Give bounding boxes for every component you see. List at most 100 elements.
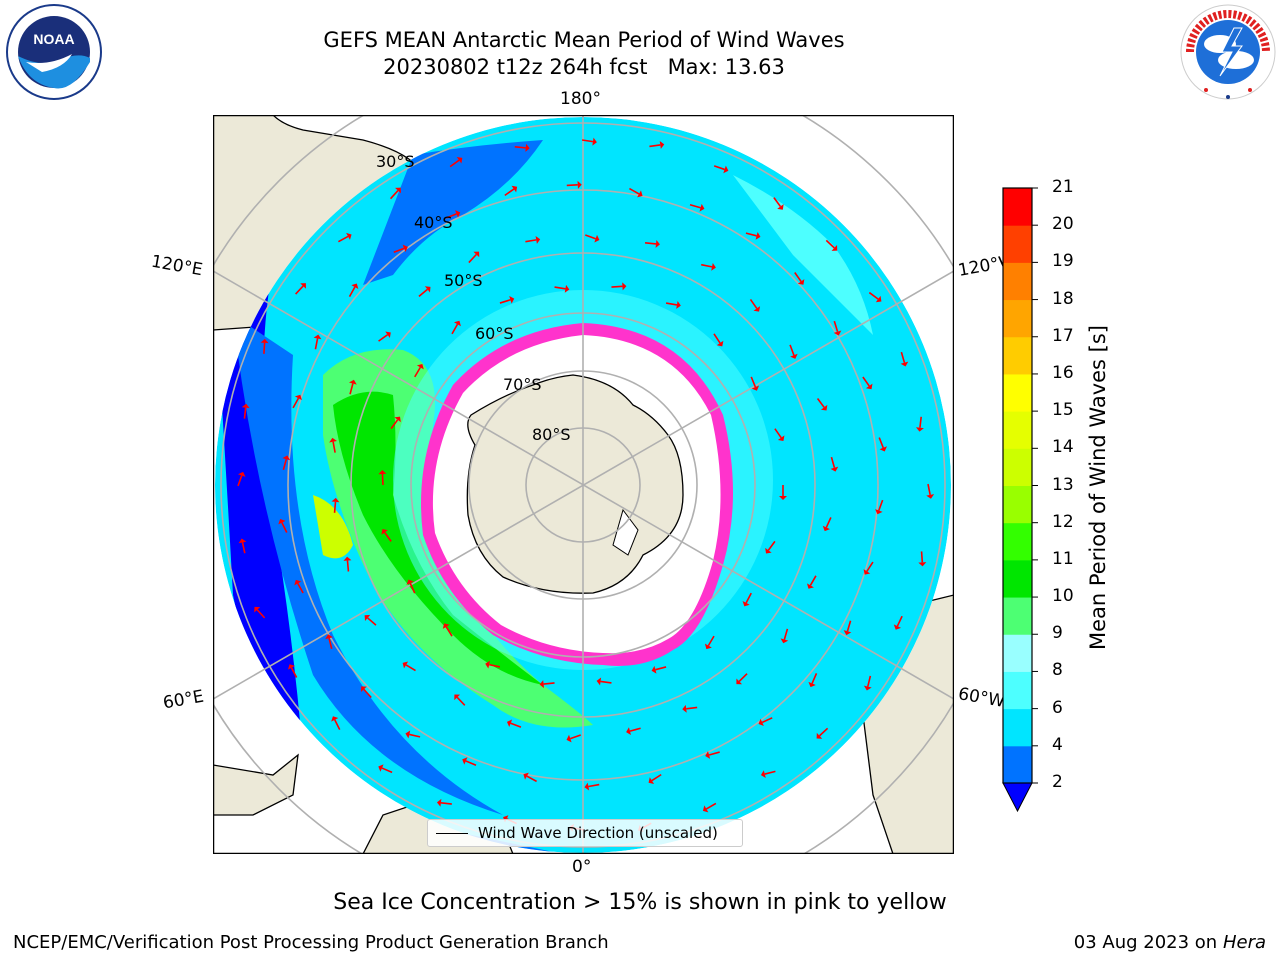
colorbar-tick-label: 16 xyxy=(1052,362,1074,383)
wind-arrow-head xyxy=(402,661,409,669)
wind-arrow-head xyxy=(237,471,246,477)
wind-arrow-head xyxy=(820,404,828,411)
wind-arrow-shaft xyxy=(346,560,350,572)
wind-arrow-head xyxy=(473,251,480,258)
colorbar-segment xyxy=(1003,411,1032,449)
wind-arrow-shaft xyxy=(349,383,354,395)
date-text: 03 Aug 2023 on xyxy=(1073,932,1218,953)
wind-arrow-shaft xyxy=(745,592,752,604)
wind-arrow-head xyxy=(402,244,408,253)
wind-arrow-shaft xyxy=(833,320,839,332)
wind-arrow-shaft xyxy=(749,298,758,309)
wind-arrow-shaft xyxy=(767,540,776,551)
colorbar-tick-label: 8 xyxy=(1052,660,1063,681)
wind-arrow-head xyxy=(777,204,784,210)
wind-arrow-head xyxy=(260,338,269,344)
wind-arrow-shaft xyxy=(920,551,924,563)
wind-arrow-head xyxy=(596,677,602,686)
colorbar-segment xyxy=(1003,522,1032,561)
wind-arrow-shaft xyxy=(738,673,748,682)
wind-arrow-head xyxy=(736,678,743,685)
wind-arrow-head xyxy=(705,751,711,759)
wind-arrow-shaft xyxy=(504,188,515,197)
wind-arrow-shaft xyxy=(764,770,776,775)
wind-arrow-shaft xyxy=(581,139,594,143)
wind-arrow-head xyxy=(833,330,842,336)
wind-arrow-shaft xyxy=(468,253,477,264)
wind-arrow-shaft xyxy=(282,459,288,471)
wind-arrow-head xyxy=(238,538,247,544)
wind-arrow-head xyxy=(485,660,491,669)
wind-arrow-shaft xyxy=(554,286,566,290)
wind-arrow-shaft xyxy=(629,727,641,732)
wind-arrow-head xyxy=(723,165,729,174)
wind-arrow-head xyxy=(893,624,902,630)
wind-arrow-head xyxy=(241,403,250,409)
wind-arrow-shaft xyxy=(789,344,795,356)
wind-arrow-head xyxy=(753,306,761,312)
colorbar-segment xyxy=(1003,299,1032,338)
wind-arrow-head xyxy=(442,623,450,629)
wind-arrow-head xyxy=(455,210,461,218)
wind-arrow-shaft xyxy=(825,517,832,528)
wind-arrow-shaft xyxy=(900,351,906,363)
lon-label-60w: 60°W xyxy=(956,684,1007,712)
wind-arrow-head xyxy=(511,185,518,193)
colorbar xyxy=(1002,187,1038,813)
colorbar-segment xyxy=(1003,262,1032,301)
wind-arrow-shaft xyxy=(526,775,537,783)
wind-arrow-shaft xyxy=(328,637,333,650)
wind-arrow-head xyxy=(702,805,709,813)
wind-arrow-head xyxy=(822,525,831,532)
wind-arrow-head xyxy=(637,190,643,198)
wind-arrow-head xyxy=(777,435,785,441)
colorbar-segment xyxy=(1003,597,1032,635)
wind-arrow-shaft xyxy=(332,441,336,453)
wind-arrow-shaft xyxy=(409,733,421,738)
wind-arrow-shaft xyxy=(243,407,247,419)
chart-title: GEFS MEAN Antarctic Mean Period of Wind … xyxy=(323,28,845,52)
wind-arrow-shaft xyxy=(927,483,931,496)
wind-arrow-shaft xyxy=(290,667,298,678)
wind-arrow-head xyxy=(254,606,261,613)
wind-arrow-shaft xyxy=(393,247,405,253)
wind-arrow-head xyxy=(875,295,882,303)
colorbar-segment xyxy=(1003,634,1032,672)
wind-arrow-head xyxy=(331,716,339,722)
wind-arrow-head xyxy=(659,140,665,149)
lon-label-0: 0° xyxy=(572,857,592,877)
wind-arrow-shaft xyxy=(263,342,266,354)
wind-arrow-shaft xyxy=(237,475,243,487)
wind-arrow-shaft xyxy=(451,323,459,335)
wind-arrow-shaft xyxy=(297,583,304,594)
polar-map xyxy=(213,115,954,854)
wind-arrow-shaft xyxy=(363,688,372,699)
noaa-logo: NOAA xyxy=(6,4,102,100)
wind-arrow-head xyxy=(626,727,631,735)
colorbar-segment xyxy=(1003,188,1032,226)
wind-arrow-shaft xyxy=(689,203,701,209)
wind-arrow-shaft xyxy=(381,767,393,774)
wind-arrow-head xyxy=(742,601,750,607)
wind-arrow-head xyxy=(454,694,461,701)
colorbar-tick-label: 15 xyxy=(1052,400,1074,421)
wind-arrow-shaft xyxy=(525,239,537,243)
wind-arrow-shaft xyxy=(761,717,773,724)
wind-arrow-shaft xyxy=(510,722,522,728)
wind-arrow-shaft xyxy=(774,428,782,439)
wind-arrow-head xyxy=(300,283,307,289)
wind-arrow-shaft xyxy=(570,734,581,740)
wind-arrow-shaft xyxy=(818,727,829,737)
wind-arrow-head xyxy=(648,777,655,784)
wind-arrow-head xyxy=(462,757,468,765)
wind-arrow-shaft xyxy=(314,338,319,350)
colorbar-segment xyxy=(1003,336,1032,375)
wind-arrow-shaft xyxy=(389,190,399,200)
wind-arrow-shaft xyxy=(445,626,453,637)
colorbar-segment xyxy=(1003,448,1032,486)
wind-arrow-head xyxy=(381,529,388,535)
wind-arrow-head xyxy=(509,295,515,304)
colorbar-tick-label: 2 xyxy=(1052,772,1063,792)
wind-arrow-head xyxy=(808,681,816,688)
wind-arrow-head xyxy=(566,734,572,743)
